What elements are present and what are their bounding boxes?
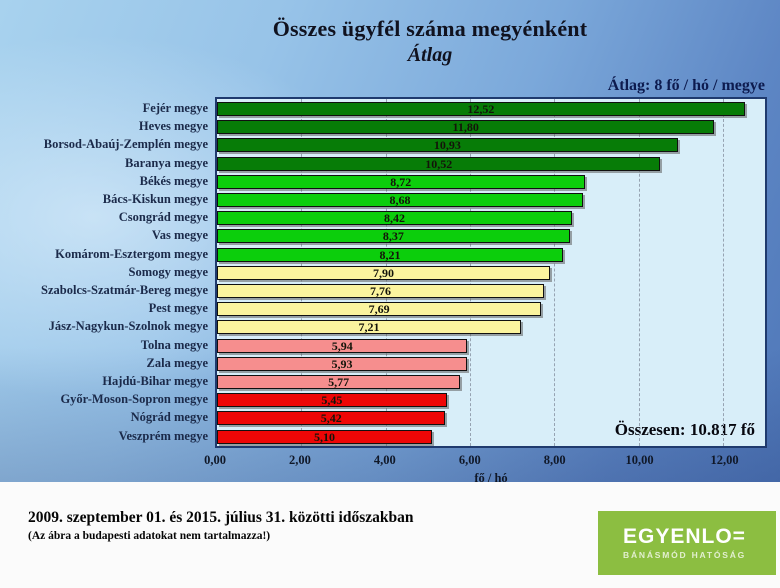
bar: 11,80 bbox=[217, 120, 715, 135]
category-label: Baranya megye bbox=[125, 155, 208, 170]
average-annotation: Átlag: 8 fő / hó / megye bbox=[607, 77, 765, 94]
gridline bbox=[722, 99, 724, 446]
bar-value-label: 8,21 bbox=[379, 247, 401, 262]
x-tick-label: 6,00 bbox=[458, 453, 481, 467]
bar-value-label: 7,69 bbox=[368, 302, 390, 317]
bar: 8,72 bbox=[217, 174, 585, 189]
x-tick-label: 8,00 bbox=[543, 453, 566, 467]
category-label: Csongrád megye bbox=[118, 210, 208, 225]
category-axis-labels: Fejér megye Heves megye Borsod-Abaúj-Zempl… bbox=[0, 97, 208, 448]
category-label: Komárom-Esztergom megye bbox=[55, 246, 208, 261]
category-label: Bács-Kiskun megye bbox=[102, 192, 208, 206]
bar: 5,42 bbox=[217, 411, 446, 426]
bar-value-label: 7,90 bbox=[373, 265, 394, 280]
x-tick-label: 4,00 bbox=[373, 453, 396, 467]
bar-value-label: 5,45 bbox=[321, 393, 343, 408]
footer: 2009. szeptember 01. és 2015. július 31.… bbox=[28, 509, 414, 542]
category-label: Somogy megye bbox=[128, 264, 209, 279]
bar-value-label: 11,80 bbox=[452, 120, 479, 135]
bar-value-label: 5,94 bbox=[331, 338, 353, 353]
bar: 5,45 bbox=[217, 393, 447, 408]
bar-value-label: 5,10 bbox=[313, 429, 335, 444]
bar: 12,52 bbox=[217, 102, 745, 116]
bar: 10,93 bbox=[217, 138, 678, 153]
bar: 5,94 bbox=[217, 338, 468, 353]
x-tick-label: 12,00 bbox=[710, 453, 739, 467]
bar-value-label: 8,72 bbox=[390, 174, 412, 189]
category-label: Jász-Nagykun-Szolnok megye bbox=[48, 319, 208, 334]
category-label: Vas megye bbox=[151, 228, 208, 243]
logo-wordmark: EGYENLO= bbox=[623, 525, 746, 548]
x-tick-label: 0,00 bbox=[204, 453, 226, 467]
chart-subtitle: Átlag bbox=[407, 44, 453, 66]
bar: 7,21 bbox=[217, 320, 521, 335]
bar-value-label: 5,77 bbox=[328, 375, 350, 389]
bar: 7,69 bbox=[217, 302, 542, 317]
category-label: Szabolcs-Szatmár-Bereg megye bbox=[41, 283, 208, 297]
category-label: Győr-Moson-Sopron megye bbox=[60, 392, 208, 407]
category-label: Borsod-Abaúj-Zemplén megye bbox=[43, 137, 208, 152]
bar-value-label: 7,76 bbox=[370, 284, 392, 298]
gridline bbox=[638, 99, 640, 446]
category-label: Pest megye bbox=[148, 301, 208, 316]
footer-period-text: 2009. szeptember 01. és 2015. július 31.… bbox=[28, 509, 414, 526]
category-label: Békés megye bbox=[139, 173, 208, 188]
bar: 8,68 bbox=[217, 193, 583, 207]
egyenlo-banasmod-hatosag-logo: EGYENLO= BÁNÁSMÓD HATÓSÁG bbox=[598, 511, 776, 575]
bar: 7,90 bbox=[217, 265, 550, 280]
bar-value-label: 12,52 bbox=[467, 102, 495, 116]
title-block: Összes ügyfél száma megyénként Átlag bbox=[80, 16, 780, 67]
bar-value-label: 5,42 bbox=[320, 411, 342, 426]
bar-value-label: 8,42 bbox=[383, 211, 405, 226]
category-label: Hajdú-Bihar megye bbox=[102, 374, 208, 388]
gridline bbox=[554, 99, 556, 446]
category-label: Nógrád megye bbox=[130, 410, 208, 425]
category-label: Heves megye bbox=[138, 119, 208, 134]
bar: 7,76 bbox=[217, 284, 545, 298]
bar-value-label: 8,68 bbox=[389, 193, 411, 207]
category-label: Veszprém megye bbox=[118, 428, 208, 443]
x-tick-label: 2,00 bbox=[288, 453, 311, 467]
category-label: Fejér megye bbox=[142, 101, 208, 115]
bar: 10,52 bbox=[217, 156, 661, 171]
bar-value-label: 10,52 bbox=[425, 156, 453, 171]
bar-value-label: 7,21 bbox=[358, 320, 380, 335]
x-axis-title: fő / hó bbox=[474, 471, 508, 485]
bar: 5,10 bbox=[217, 429, 432, 444]
x-axis-ticks: 0,00 2,00 4,00 6,00 8,00 10,00 12,00 bbox=[204, 453, 767, 469]
bar-value-label: 8,37 bbox=[382, 229, 404, 244]
bar-value-label: 5,93 bbox=[331, 356, 353, 371]
category-label: Zala megye bbox=[146, 355, 208, 370]
bar: 8,37 bbox=[217, 229, 570, 244]
plot-area: Összesen: 10.817 fő 12,52 11,80 10,93 10,52… bbox=[215, 97, 767, 448]
chart-title: Összes ügyfél száma megyénként bbox=[272, 16, 588, 41]
bar: 5,93 bbox=[217, 356, 467, 371]
bar: 8,21 bbox=[217, 247, 564, 262]
category-label: Tolna megye bbox=[140, 337, 208, 352]
total-annotation: Összesen: 10.817 fő bbox=[614, 420, 755, 439]
footer-note-text: (Az ábra a budapesti adatokat nem tartal… bbox=[28, 530, 271, 542]
bar-value-label: 10,93 bbox=[433, 138, 461, 153]
bar: 8,42 bbox=[217, 211, 572, 226]
logo-subtitle: BÁNÁSMÓD HATÓSÁG bbox=[623, 550, 747, 560]
bar: 5,77 bbox=[217, 375, 461, 389]
x-tick-label: 10,00 bbox=[625, 453, 654, 467]
